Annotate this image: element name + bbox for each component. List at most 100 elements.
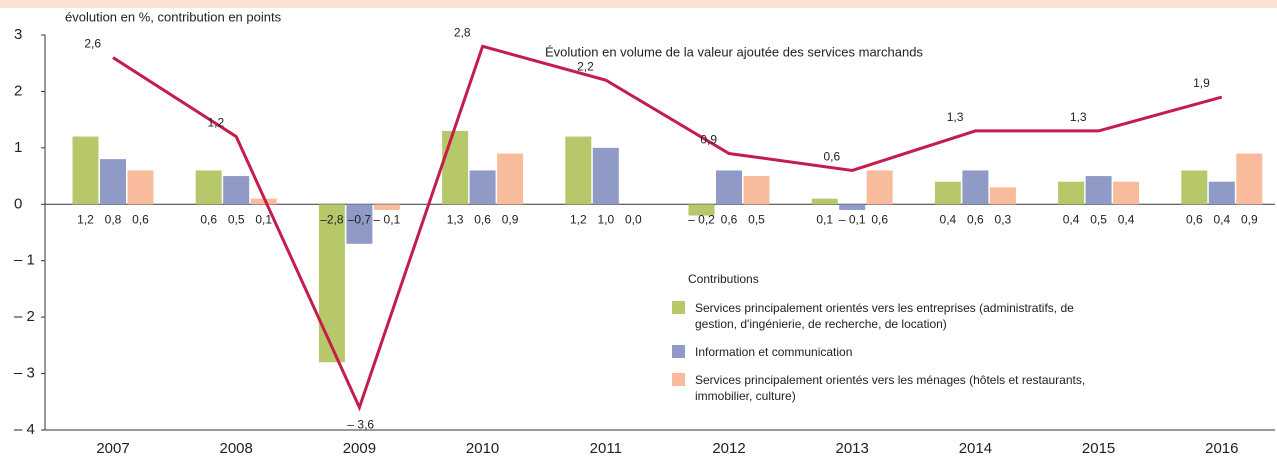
line-value-label: 1,2: [208, 116, 225, 130]
bar-value-label: 0,6: [132, 212, 149, 226]
line-value-label: 2,6: [84, 37, 101, 51]
y-tick-label: – 4: [14, 421, 35, 438]
legend-item: Information et communication: [672, 344, 1112, 360]
bar-value-label: 0,5: [228, 212, 245, 226]
y-tick-label: 0: [14, 195, 22, 212]
y-tick-label: – 1: [14, 252, 35, 269]
bar: [811, 198, 838, 205]
x-tick-label: 2011: [590, 440, 622, 457]
bar-value-label: 0,9: [502, 212, 519, 226]
bar-value-label: –0,7: [348, 212, 372, 226]
bar: [1058, 181, 1085, 205]
legend: Contributions Services principalement or…: [662, 262, 1122, 422]
legend-label: Services principalement orientés vers le…: [695, 373, 1086, 403]
bar: [346, 204, 373, 244]
y-tick-label: 1: [14, 139, 22, 156]
bar-value-label: 0,4: [1213, 212, 1230, 226]
x-tick-label: 2015: [1082, 440, 1115, 457]
bar-value-label: 0,1: [816, 212, 833, 226]
y-tick-label: 3: [14, 26, 22, 43]
line-value-label: 2,2: [577, 59, 594, 73]
bar: [743, 176, 770, 205]
chart-subtitle: évolution en %, contribution en points: [65, 9, 282, 24]
bar-value-label: 0,5: [1090, 212, 1107, 226]
bar: [318, 204, 345, 363]
x-tick-label: 2013: [836, 440, 869, 457]
bar-value-label: 0,6: [967, 212, 984, 226]
bar-value-label: – 0,2: [688, 212, 715, 226]
bar-value-label: 0,4: [940, 212, 957, 226]
bar: [442, 130, 469, 205]
bar-value-label: – 0,1: [839, 212, 866, 226]
bar: [839, 204, 866, 210]
line-annotation: Évolution en volume de la valeur ajoutée…: [545, 44, 923, 59]
bar-value-label: 0,1: [255, 212, 272, 226]
bar: [1113, 181, 1140, 205]
line-value-label: 0,6: [824, 150, 841, 164]
bar-value-label: 0,6: [474, 212, 491, 226]
y-tick-label: 2: [14, 82, 22, 99]
line-value-label: 1,3: [947, 110, 964, 124]
bar: [716, 170, 742, 205]
bar-value-label: 1,3: [447, 212, 464, 226]
bar-value-label: 0,4: [1063, 212, 1080, 226]
legend-label: Information et communication: [695, 345, 853, 359]
bar: [565, 136, 592, 205]
bar-value-label: 0,4: [1118, 212, 1135, 226]
bar: [469, 170, 496, 205]
bar-value-label: 0,8: [105, 212, 122, 226]
y-tick-label: – 2: [14, 308, 35, 325]
legend-item: Services principalement orientés vers le…: [672, 372, 1112, 404]
bar-value-label: – 0,1: [374, 212, 401, 226]
legend-swatch: [672, 345, 685, 358]
x-tick-label: 2007: [96, 440, 129, 457]
legend-title: Contributions: [688, 272, 759, 286]
bar-value-label: –2,8: [320, 212, 344, 226]
bar: [100, 159, 126, 205]
bar-value-label: 0,6: [1186, 212, 1203, 226]
bar-value-label: 0,3: [995, 212, 1012, 226]
bar: [934, 181, 961, 205]
bar-value-label: 0,6: [871, 212, 888, 226]
bar: [250, 198, 277, 205]
bar-value-label: 0,0: [625, 212, 642, 226]
bar: [497, 153, 524, 205]
x-tick-label: 2014: [959, 440, 992, 457]
bar: [1181, 170, 1208, 205]
bar: [223, 176, 250, 205]
x-tick-label: 2008: [220, 440, 253, 457]
bar: [962, 170, 989, 205]
bar: [1236, 153, 1263, 205]
bar: [1208, 181, 1235, 205]
bar: [72, 136, 99, 205]
x-tick-label: 2009: [343, 440, 376, 457]
bar-value-label: 1,0: [597, 212, 614, 226]
line: [112, 44, 1223, 412]
x-tick-label: 2016: [1205, 440, 1238, 457]
line-value-label: 2,8: [454, 25, 471, 39]
bar-value-label: 0,6: [200, 212, 217, 226]
x-tick-label: 2010: [466, 440, 499, 457]
line-value-label: – 3,6: [347, 418, 374, 432]
header-band: [0, 0, 1277, 8]
bar: [688, 204, 715, 216]
bar: [127, 170, 154, 205]
legend-item: Services principalement orientés vers le…: [672, 300, 1112, 332]
bar: [866, 170, 893, 205]
bar: [592, 147, 619, 205]
bar-value-label: 0,9: [1241, 212, 1258, 226]
bar: [195, 170, 222, 205]
bar: [989, 187, 1016, 205]
bar-value-label: 0,6: [721, 212, 738, 226]
bar: [373, 204, 400, 210]
line-value-label: 0,9: [700, 133, 717, 147]
line-value-label: 1,9: [1193, 76, 1210, 90]
legend-label: Services principalement orientés vers le…: [695, 301, 1074, 331]
bar-value-label: 0,5: [748, 212, 765, 226]
line-value-label: 1,3: [1070, 110, 1087, 124]
legend-swatch: [672, 373, 685, 386]
x-tick-label: 2012: [712, 440, 745, 457]
y-tick-label: – 3: [14, 365, 35, 382]
